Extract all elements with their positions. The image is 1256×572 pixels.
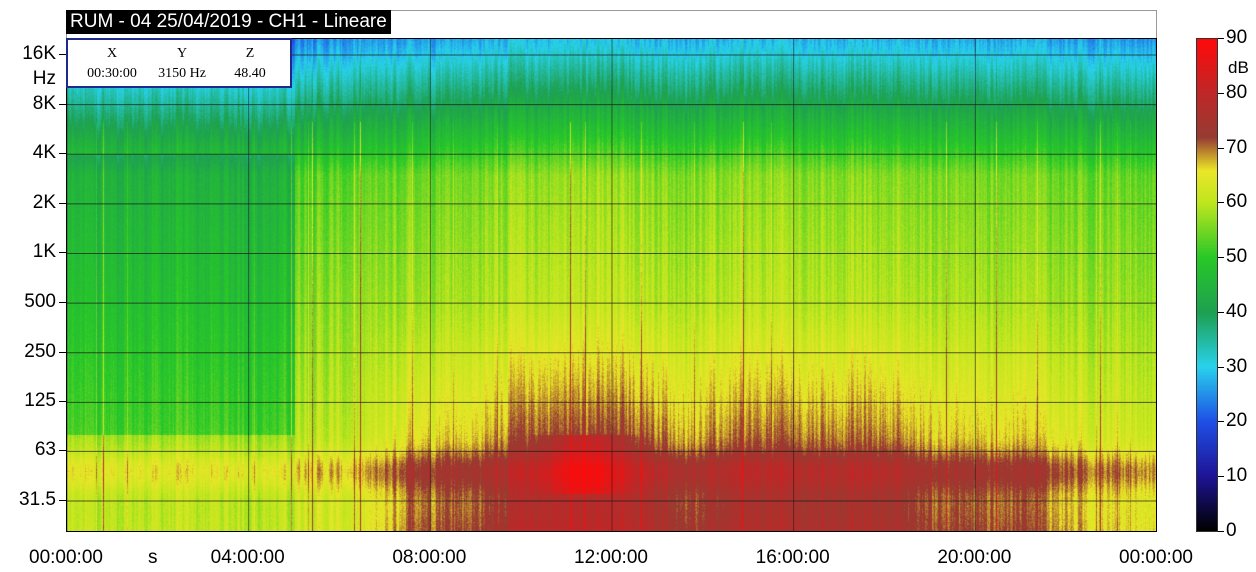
x-tick-label: 04:00:00 <box>210 547 285 568</box>
colorbar-tick-label: 50 <box>1226 246 1248 268</box>
colorbar-tick-label: 10 <box>1226 465 1248 487</box>
colorbar-unit: dB <box>1228 58 1249 77</box>
spectrogram-plot[interactable] <box>66 38 1157 532</box>
plot-grid <box>67 39 1156 531</box>
colorbar-tick <box>1218 531 1224 532</box>
readout-y: Y 3150 Hz <box>144 44 220 84</box>
x-tick-label: 12:00:00 <box>574 547 648 568</box>
readout-y-value: 3150 Hz <box>158 66 206 81</box>
colorbar-tick <box>1218 202 1224 204</box>
colorbar-tick-label: 70 <box>1226 136 1248 158</box>
y-tick-label: 1K <box>32 241 56 263</box>
y-tick-label: 2K <box>32 191 56 213</box>
chart-title: RUM - 04 25/04/2019 - CH1 - Lineare <box>66 10 391 34</box>
colorbar-tick-label: 40 <box>1226 300 1248 322</box>
readout-y-label: Y <box>176 46 188 61</box>
readout-z-value: 48.40 <box>234 66 266 81</box>
y-tick-label: 16K <box>22 43 56 64</box>
y-tick <box>59 500 66 501</box>
colorbar-tick <box>1218 311 1224 313</box>
y-tick <box>59 153 66 155</box>
y-axis-unit: Hz <box>32 68 56 89</box>
y-tick <box>59 401 66 403</box>
x-tick-label: 20:00:00 <box>937 547 1012 568</box>
y-tick-label: 500 <box>24 291 56 313</box>
x-tick-label: 16:00:00 <box>755 547 830 568</box>
y-tick-label: 63 <box>34 439 56 461</box>
cursor-readout: X 00:30:00 Y 3150 Hz Z 48.40 <box>66 38 292 88</box>
y-tick <box>59 302 66 304</box>
y-tick-label: 8K <box>32 92 56 114</box>
colorbar-tick <box>1218 476 1224 478</box>
x-axis-unit: s <box>148 547 158 568</box>
colorbar-tick <box>1218 92 1224 94</box>
y-tick-label: 31.5 <box>19 489 56 510</box>
y-tick <box>59 54 66 55</box>
readout-z: Z 48.40 <box>212 44 288 84</box>
y-tick-label: 250 <box>24 340 56 362</box>
y-tick <box>59 351 66 353</box>
y-tick <box>59 450 66 452</box>
colorbar-tick <box>1218 38 1224 39</box>
colorbar-tick-label: 80 <box>1226 81 1248 103</box>
readout-x-label: X <box>106 46 118 61</box>
y-tick <box>59 103 66 105</box>
colorbar-tick-label: 30 <box>1226 355 1248 377</box>
colorbar-tick-label: 20 <box>1226 410 1248 432</box>
y-tick <box>59 252 66 254</box>
x-tick-label: 00:00:00 <box>1119 547 1193 568</box>
colorbar-tick <box>1218 421 1224 423</box>
colorbar <box>1196 38 1218 532</box>
colorbar-tick-label: 0 <box>1226 520 1237 541</box>
readout-x-value: 00:30:00 <box>87 66 137 81</box>
y-tick-label: 125 <box>24 390 56 412</box>
y-tick-label: 4K <box>32 142 56 164</box>
colorbar-tick <box>1218 366 1224 368</box>
x-tick-label: 00:00:00 <box>29 547 103 568</box>
colorbar-tick-label: 90 <box>1226 27 1248 48</box>
readout-x: X 00:30:00 <box>74 44 150 84</box>
colorbar-tick-label: 60 <box>1226 191 1248 213</box>
colorbar-tick <box>1218 257 1224 259</box>
readout-z-label: Z <box>245 46 255 61</box>
colorbar-tick <box>1218 147 1224 149</box>
x-tick-label: 08:00:00 <box>392 547 467 568</box>
y-tick <box>59 202 66 204</box>
